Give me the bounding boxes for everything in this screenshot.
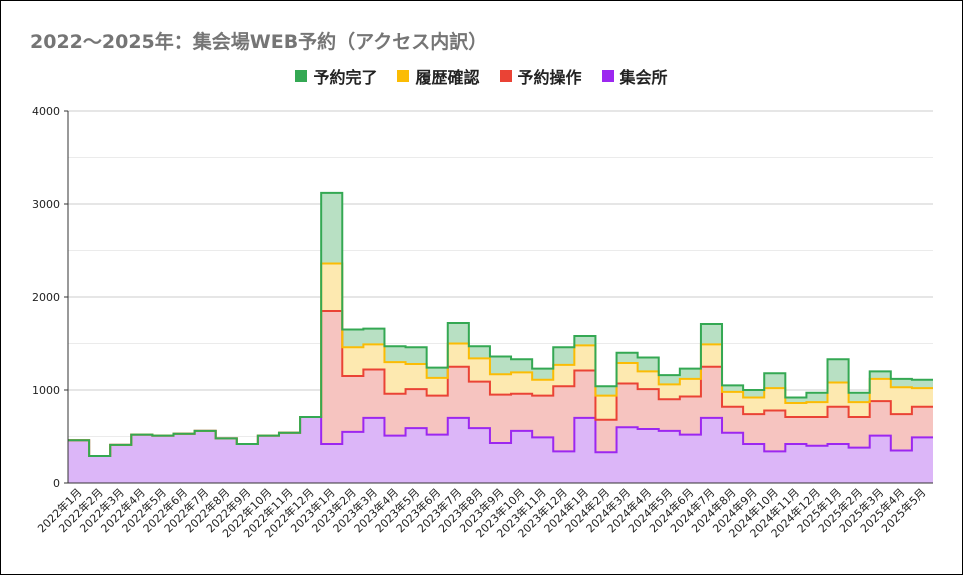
legend-label: 予約完了	[313, 68, 378, 87]
legend-swatch	[295, 70, 308, 82]
legend-swatch	[601, 70, 614, 82]
legend-item: 集会所	[601, 64, 668, 88]
y-tick-label: 0	[53, 477, 60, 490]
legend-item: 履歴確認	[397, 64, 480, 88]
legend-label: 集会所	[619, 68, 668, 87]
chart-title: 2022～2025年：集会場WEB予約（アクセス内訳）	[30, 31, 488, 53]
y-tick-label: 2000	[32, 291, 60, 304]
legend-item: 予約操作	[499, 64, 582, 88]
y-tick-label: 4000	[32, 105, 60, 118]
legend-item: 予約完了	[295, 64, 377, 88]
y-tick-label: 1000	[32, 384, 60, 397]
y-tick-label: 3000	[32, 198, 60, 211]
series-line	[68, 191, 933, 458]
legend-label: 履歴確認	[415, 68, 480, 87]
series-area	[68, 310, 933, 457]
legend: 予約完了 履歴確認 予約操作 集会所	[0, 64, 963, 88]
legend-swatch	[397, 70, 410, 82]
legend-swatch	[499, 70, 512, 82]
legend-label: 予約操作	[517, 68, 582, 87]
